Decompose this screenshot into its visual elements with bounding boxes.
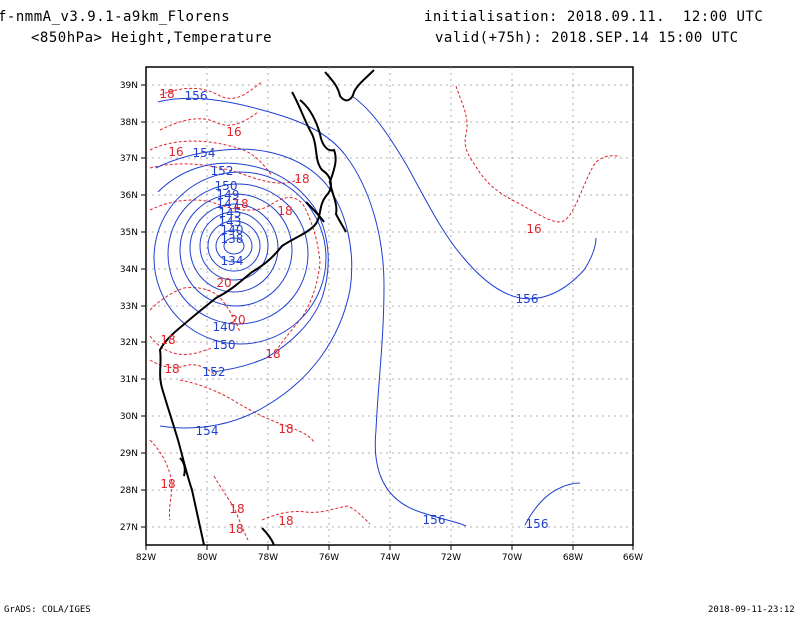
temperature-contours [149,81,621,541]
tick-marks [141,84,634,550]
lat-tick-label: 33N [120,302,138,312]
temperature-contour-label: 18 [160,333,175,347]
lon-tick-label: 76W [319,553,339,563]
temperature-contour-label: 18 [265,347,280,361]
height-contour-label: 154 [193,146,216,160]
height-contour-label: 140 [221,223,244,237]
height-contour-label: 152 [211,164,234,178]
temperature-contour-label: 18 [160,477,175,491]
temperature-contour-label: 16 [226,125,241,139]
lon-tick-label: 80W [197,553,217,563]
temperature-contour-label: 18 [229,502,244,516]
valid-time: valid(+75h): 2018.SEP.14 15:00 UTC [435,30,739,46]
lon-tick-label: 72W [441,553,461,563]
lon-tick-label: 70W [502,553,522,563]
temperature-contour-label: 16 [168,145,183,159]
height-contour-label: 134 [221,254,244,268]
temperature-contour-label: 18 [294,172,309,186]
height-contour-label: 149 [217,188,240,202]
model-title: f-nmmA_v3.9.1-a9km_Florens [0,9,231,25]
height-contour-label: 143 [219,215,242,229]
lon-tick-label: 66W [623,553,643,563]
height-contour-label: 145 [219,206,242,220]
temperature-contour-label: 18 [278,514,293,528]
lat-tick-label: 35N [120,228,138,238]
lat-tick-label: 34N [120,265,138,275]
temperature-contour-label: 18 [233,197,248,211]
height-contour-label: 156 [185,89,208,103]
temperature-contour-label: 20 [216,276,231,290]
temperature-contour-label: 18 [277,204,292,218]
height-contour-label: 150 [215,179,238,193]
temperature-contour-label: 18 [228,522,243,536]
temperature-contour-label: 16 [526,222,541,236]
lat-tick-label: 32N [120,338,138,348]
height-contour-label: 156 [526,517,549,531]
height-contour-label: 140 [213,320,236,334]
height-contours [153,95,597,527]
temperature-contour-label: 18 [159,87,174,101]
coastline [158,69,375,546]
temperature-contour-label: 18 [164,362,179,376]
height-contour-label: 156 [423,513,446,527]
graticule [146,67,633,545]
lat-tick-label: 30N [120,412,138,422]
lat-tick-label: 38N [120,118,138,128]
height-contour-label: 147 [217,197,240,211]
temperature-contour-label: 18 [278,422,293,436]
init-time: initialisation: 2018.09.11. 12:00 UTC [424,9,764,25]
lon-tick-label: 82W [136,553,156,563]
footer-timestamp: 2018-09-11-23:12 [708,605,795,615]
height-contour-label: 138 [221,232,244,246]
lat-tick-label: 29N [120,449,138,459]
lat-tick-label: 36N [120,191,138,201]
height-contour-label: 152 [203,365,226,379]
lat-tick-label: 31N [120,375,138,385]
height-contour-label: 154 [196,424,219,438]
level-field-title: <850hPa> Height,Temperature [31,30,273,46]
temperature-contour-label: 20 [230,313,245,327]
footer-credit: GrADS: COLA/IGES [4,605,91,615]
lon-tick-label: 78W [258,553,278,563]
lat-tick-label: 27N [120,523,138,533]
lat-tick-label: 37N [120,154,138,164]
lat-tick-label: 39N [120,81,138,91]
lon-tick-label: 68W [563,553,583,563]
height-contour-label: 156 [516,292,539,306]
lat-tick-label: 28N [120,486,138,496]
height-contour-label: 150 [213,338,236,352]
lon-tick-label: 74W [380,553,400,563]
